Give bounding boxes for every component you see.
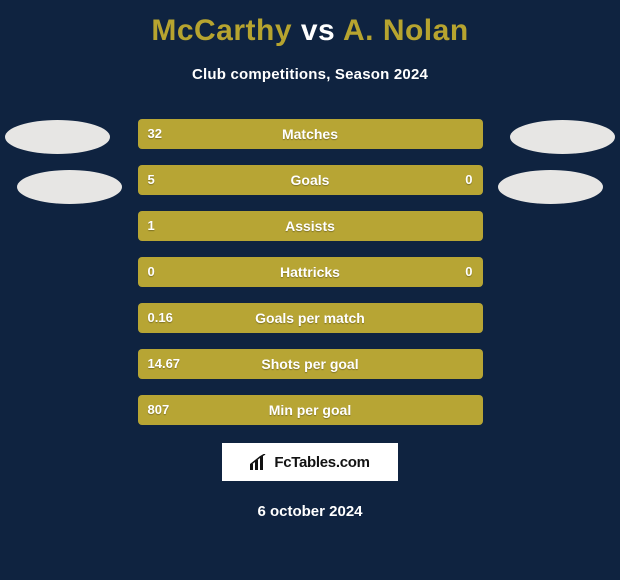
player1-photo-placeholder-top [5,120,110,154]
stat-row: 14.67Shots per goal [138,349,483,379]
stat-row: 0.16Goals per match [138,303,483,333]
brand-text: FcTables.com [274,454,369,471]
stat-row: 1Assists [138,211,483,241]
comparison-title: McCarthy vs A. Nolan [0,0,620,48]
chart-icon [250,454,268,470]
brand-box[interactable]: FcTables.com [220,441,400,483]
stat-label: Min per goal [138,395,483,425]
stat-label: Assists [138,211,483,241]
stat-label: Shots per goal [138,349,483,379]
player1-name: McCarthy [151,14,292,47]
stat-row: 807Min per goal [138,395,483,425]
player2-name: A. Nolan [343,14,469,47]
vs-text: vs [301,14,335,47]
stat-row: 00Hattricks [138,257,483,287]
player2-photo-placeholder-top [510,120,615,154]
stat-row: 32Matches [138,119,483,149]
player2-photo-placeholder-bottom [498,170,603,204]
stat-label: Matches [138,119,483,149]
stat-row: 50Goals [138,165,483,195]
date-stamp: 6 october 2024 [0,503,620,520]
player1-photo-placeholder-bottom [17,170,122,204]
stat-label: Hattricks [138,257,483,287]
subtitle: Club competitions, Season 2024 [0,66,620,83]
stat-label: Goals per match [138,303,483,333]
stats-container: 32Matches 50Goals 1Assists 00Hattricks 0.16G… [138,119,483,425]
stat-label: Goals [138,165,483,195]
